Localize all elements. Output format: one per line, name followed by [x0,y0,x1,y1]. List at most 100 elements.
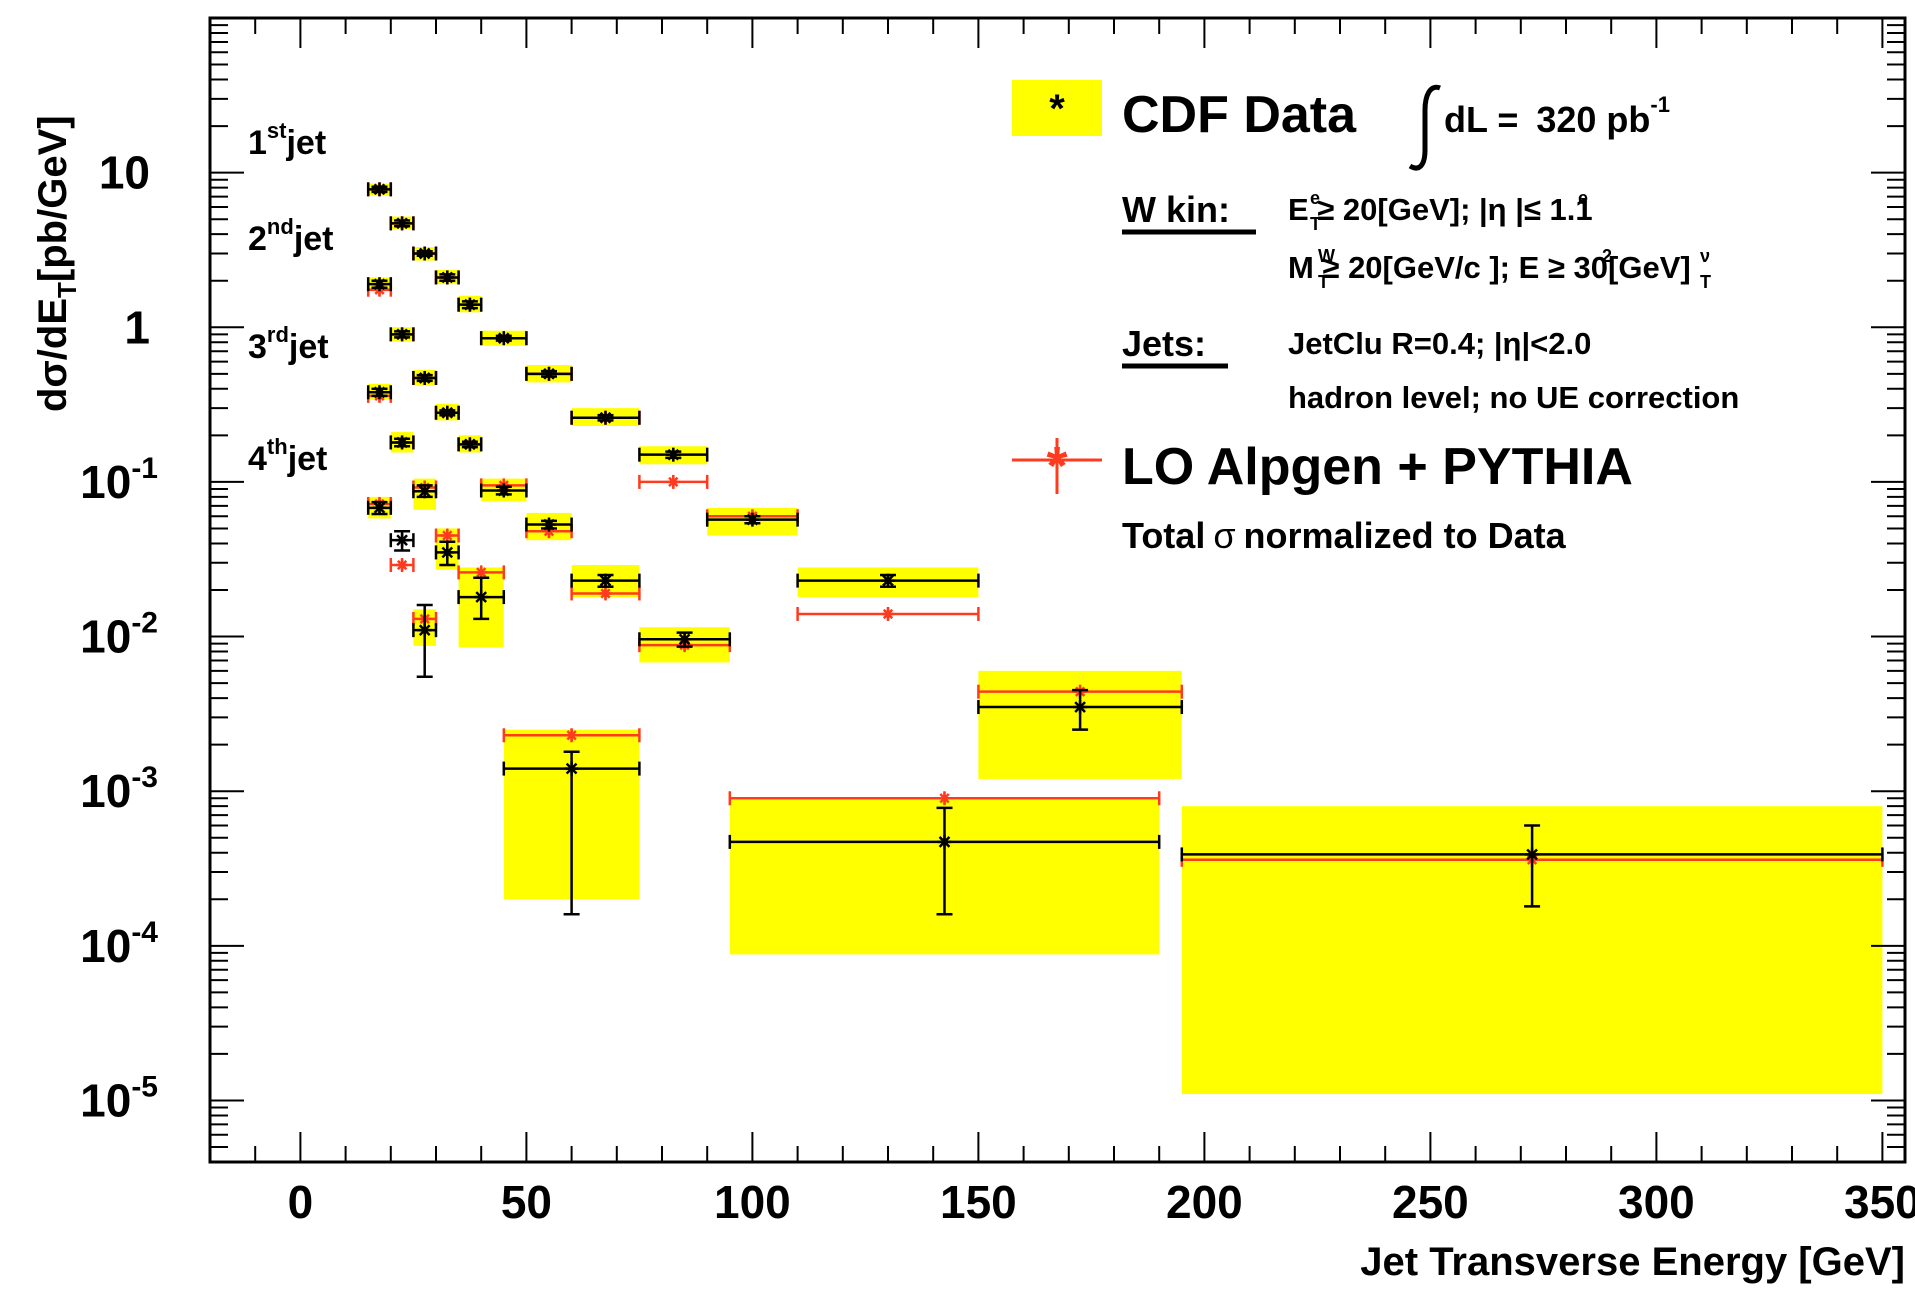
jet-label-4th-word: jet [287,440,328,478]
axis-ticks [209,17,1905,1163]
data-point-s2-p4 [474,590,489,605]
data-point-s1-p7 [598,573,613,588]
data-point-s0-p2 [417,246,432,261]
x-axis-title: Jet Transverse Energy [GeV] [1360,1240,1905,1284]
mc-point-s1-p9 [938,792,951,805]
mc-point-s3-p1 [396,559,409,572]
data-point-s0-p4 [462,297,477,312]
data-point-s3-p2 [417,623,432,638]
y-tick-label-base-6: 10 [80,1074,131,1126]
y-tick-label-base-5: 10 [80,920,131,972]
data-point-s1-p8 [677,632,692,647]
y-tick-label-base-1: 1 [124,301,150,353]
mc-point-s2-p4 [475,566,488,579]
integral-sign-icon [1408,84,1441,171]
legend-jets-line2: hadron level; no UE correction [1288,380,1739,415]
x-tick-label-100: 100 [714,1176,791,1228]
y-tick-label-3: 10-2 [80,607,158,663]
data-point-s0-p9 [745,512,760,527]
data-point-s3-p1 [395,533,410,548]
jet-label-3rd: 3rdjet [248,322,329,366]
jet-label-2nd: 2ndjet [248,214,334,258]
legend-wkin-sup-eta: e [1578,188,1588,208]
legend-data-swatch [1012,80,1102,136]
x-tick-label-50: 50 [501,1176,552,1228]
legend-lumi-exp: -1 [1650,92,1670,117]
mc-point-s0-p10 [882,607,894,620]
mc-point-s2-p5 [565,729,578,742]
legend-lumi-prefix: dL = [1444,99,1518,140]
x-tick-label-350: 350 [1844,1176,1915,1228]
y-axis-title-main: dσ/dE [31,298,75,412]
data-point-s1-p5 [496,483,511,498]
mc-point-s2-p3 [441,529,454,542]
y-tick-label-6: 10-5 [80,1070,158,1126]
legend-norm: Total σ normalized to Data [1122,515,1567,556]
data-point-s2-p1 [395,435,410,450]
legend-wkin-sub-nu: T [1700,272,1711,292]
data-point-s0-p6 [542,366,556,381]
legend-wkin-sup-e: e [1310,188,1320,208]
legend-wkin-line1: E ≥ 20[GeV]; |η |≤ 1.1 [1288,192,1593,227]
legend-norm-symbol: σ [1213,515,1235,556]
mc-point-s1-p7 [599,587,612,600]
data-point-s1-p2 [417,370,432,385]
jet-label-4th: 4thjet [248,434,327,478]
y-tick-label-base-4: 10 [80,765,131,817]
jet-label-2nd-sup: nd [267,214,294,239]
data-point-s0-p5 [496,331,511,346]
y-tick-label-exp-5: -4 [131,916,158,949]
jet-label-1st-num: 1 [248,124,267,162]
jet-label-2nd-word: jet [293,220,334,258]
legend-norm-prefix: Total [1122,515,1205,556]
jet-label-1st: 1stjet [248,118,326,162]
legend-wkin-sup-m: W [1318,246,1335,266]
legend-mc-label: LO Alpgen + PYTHIA [1122,438,1633,496]
data-point-s0-p1 [395,216,410,231]
data-markers [366,182,1884,916]
x-tick-labels: 0 50 100 150 200 250 300 350 [288,1176,1915,1228]
data-point-s0-p10 [881,573,895,588]
legend-wkin-sub-e: T [1310,214,1321,234]
data-point-s1-p1 [395,327,410,342]
data-point-s0-p12 [1525,847,1540,862]
systematic-bands [368,183,1883,1095]
data-point-s1-p3 [440,405,455,420]
y-tick-label-2: 10-1 [80,452,158,508]
legend-wkin-sup-c: 2 [1602,246,1612,266]
y-tick-label-base-2: 10 [80,456,131,508]
legend-wkin-sup-nu: ν [1700,246,1710,266]
jet-label-1st-word: jet [285,124,326,162]
y-axis-title-unit: [pb/GeV] [31,115,75,282]
data-point-s1-p9 [937,834,952,849]
y-tick-label-exp-2: -1 [131,452,158,485]
legend: * CDF Data dL = 320 pb-1 W kin: E ≥ 20[Ge… [1012,80,1739,556]
legend-lumi: dL = 320 pb-1 [1444,92,1670,140]
legend-wkin-title: W kin: [1122,189,1230,230]
data-point-s3-p0 [372,500,387,515]
x-tick-label-300: 300 [1618,1176,1695,1228]
legend-data-marker: * [1049,87,1065,131]
y-tick-label-0: 10 [99,147,150,199]
x-tick-label-0: 0 [288,1176,314,1228]
jet-label-1st-sup: st [267,118,287,143]
y-tick-label-base-0: 10 [99,147,150,199]
legend-wkin-sub-m: T [1318,272,1329,292]
x-tick-label-200: 200 [1166,1176,1243,1228]
data-point-s1-p6 [542,517,556,532]
jet-label-3rd-word: jet [288,328,329,366]
legend-wkin-line2: M ≥ 20[GeV/c ]; E ≥ 30[GeV] [1288,250,1691,285]
data-point-s0-p3 [440,270,455,285]
y-tick-label-1: 1 [124,301,150,353]
jet-label-3rd-sup: rd [267,322,289,347]
data-point-s2-p5 [564,761,579,776]
data-point-s2-p2 [417,484,432,499]
jet-label-2nd-num: 2 [248,220,267,258]
jet-label-4th-num: 4 [248,440,267,478]
x-tick-label-150: 150 [940,1176,1017,1228]
data-point-s2-p0 [372,385,387,400]
data-point-s0-p0 [372,182,387,197]
legend-mc-marker-star: * [1046,436,1067,496]
data-point-s2-p3 [440,545,455,560]
